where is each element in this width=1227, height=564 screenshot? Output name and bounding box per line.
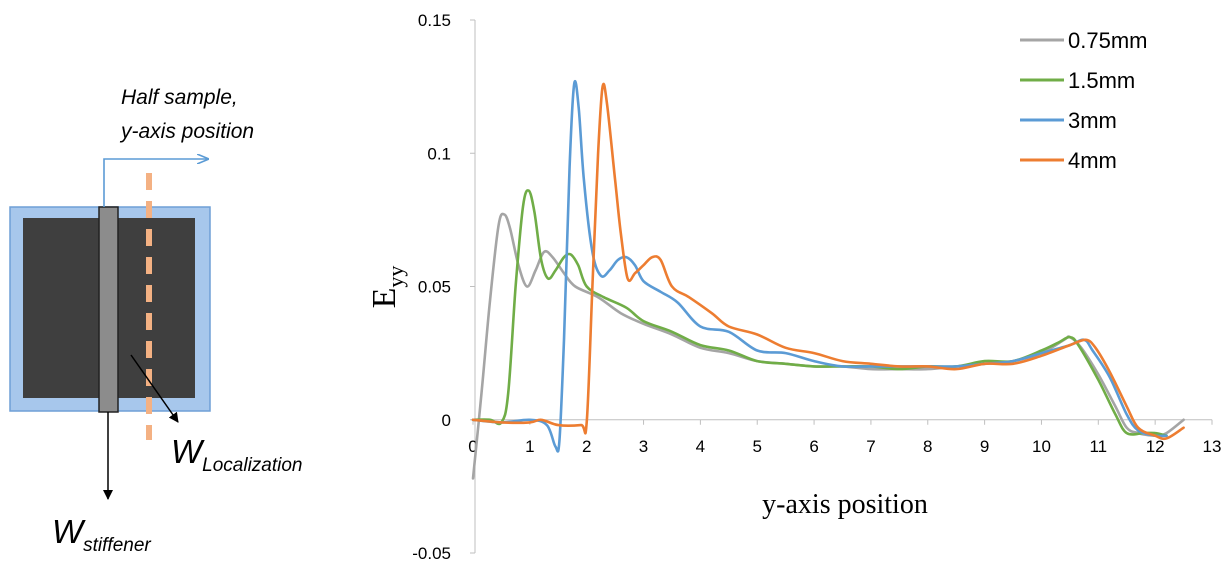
localization-label: WLocalization <box>171 433 303 476</box>
y-tick-label: 0.1 <box>427 144 451 163</box>
plot-lines <box>471 80 1185 480</box>
x-tick-label: 7 <box>866 437 875 456</box>
y-axis-title: Eyy <box>366 266 408 309</box>
x-tick-label: 5 <box>752 437 761 456</box>
y-axis-direction-arrow <box>103 159 208 207</box>
y-tick-label: 0.05 <box>418 278 451 297</box>
series-line-4 <box>471 82 1185 441</box>
legend-label: 1.5mm <box>1068 68 1135 93</box>
x-tick-label: 12 <box>1146 437 1165 456</box>
series-line-2 <box>471 189 1168 437</box>
x-tick-label: 2 <box>582 437 591 456</box>
legend: 0.75mm 1.5mm 3mm 4mm <box>1020 28 1147 173</box>
localization-label-main: W <box>171 433 205 470</box>
y-tick-label: 0.15 <box>418 11 451 30</box>
x-tick-label: 1 <box>525 437 534 456</box>
localization-label-sub: Localization <box>202 455 302 476</box>
localization-pointer-arrow <box>130 354 179 423</box>
legend-label: 0.75mm <box>1068 28 1147 53</box>
x-tick-label: 13 <box>1203 437 1222 456</box>
x-tick-label: 8 <box>923 437 932 456</box>
stiffener-label-sub: stiffener <box>83 535 151 556</box>
y-axis-title-main: E <box>366 288 403 309</box>
x-tick-label: 4 <box>696 437 705 456</box>
series-line-3 <box>471 80 1168 453</box>
x-tick-label: 9 <box>980 437 989 456</box>
y-axis-title-sub: yy <box>383 266 408 288</box>
series-line-1 <box>471 212 1185 480</box>
x-tick-label: 3 <box>639 437 648 456</box>
arrow-label-line1: Half sample, <box>121 86 238 109</box>
x-tick-label: 10 <box>1032 437 1051 456</box>
y-axis: -0.05 0 0.05 0.1 0.15 <box>412 11 476 563</box>
x-tick-label: 0 <box>468 437 477 456</box>
legend-label: 3mm <box>1068 108 1117 133</box>
sample-diagram: Half sample, y-axis position Wstiffener … <box>9 86 303 556</box>
x-tick-label: 6 <box>809 437 818 456</box>
stiffener-label-main: W <box>52 513 86 550</box>
y-tick-label: -0.05 <box>412 544 451 563</box>
legend-label: 4mm <box>1068 148 1117 173</box>
stiffener-strip <box>98 206 119 413</box>
x-tick-label: 11 <box>1089 437 1107 456</box>
y-tick-label: 0 <box>442 411 451 430</box>
x-axis-title: y-axis position <box>762 489 928 520</box>
stiffener-label: Wstiffener <box>52 513 151 556</box>
x-axis: 0 1 2 3 4 5 6 7 8 9 10 11 12 13 <box>468 419 1222 456</box>
arrow-label-line2: y-axis position <box>119 120 254 143</box>
